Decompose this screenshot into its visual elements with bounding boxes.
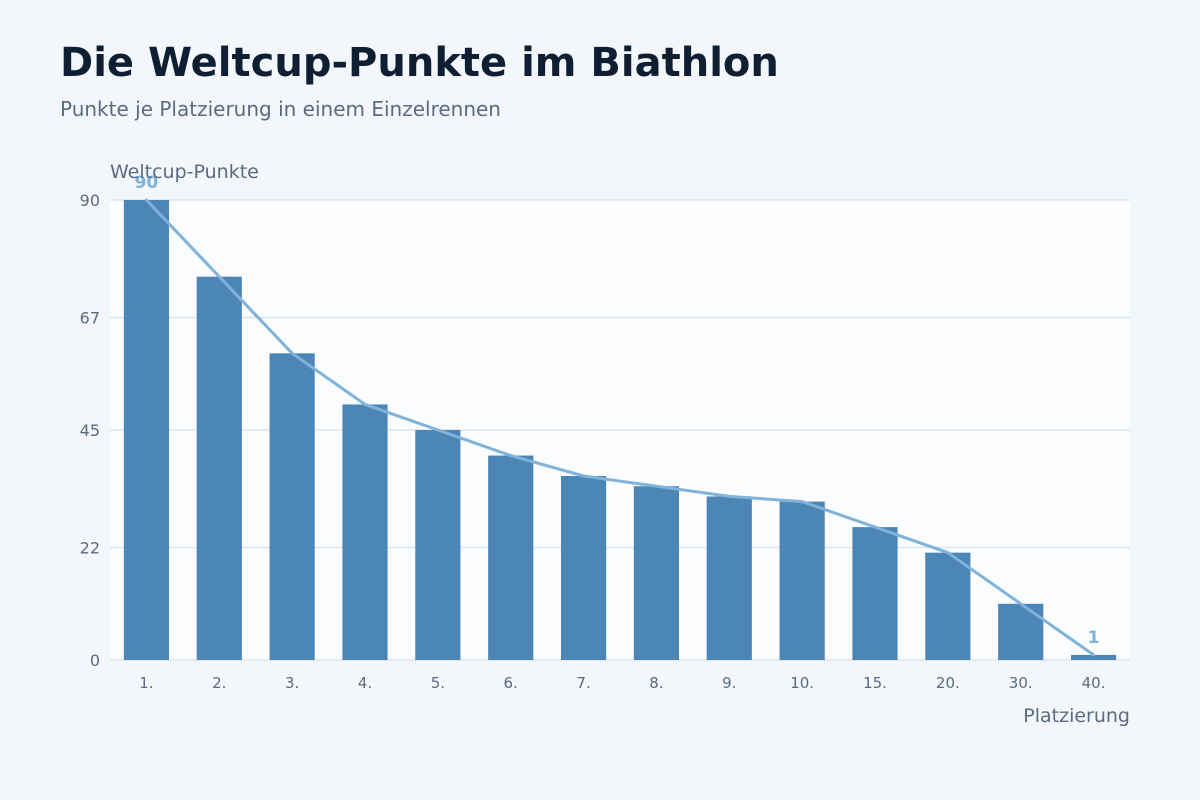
bar [196, 276, 242, 660]
bar [925, 552, 971, 660]
bar [123, 200, 170, 660]
x-tick-label: 6. [504, 674, 518, 692]
x-tick-label: 4. [358, 674, 372, 692]
x-tick-label: 20. [936, 674, 960, 692]
x-tick-label: 3. [285, 674, 299, 692]
chart-subtitle: Punkte je Platzierung in einem Einzelren… [60, 97, 501, 121]
category-labels: 1. 2. 3. 4. 5. 6. 7. 8. 9. 10. 15. 20. 30. 40. [139, 674, 1105, 692]
x-tick-label: 15. [863, 674, 887, 692]
x-tick-label: 1. [139, 674, 153, 692]
bar [1070, 654, 1117, 660]
trend-line [144, 198, 1096, 657]
x-axis-title: Platzierung [1023, 705, 1130, 727]
x-tick-label: 7. [576, 674, 590, 692]
bars [123, 200, 1117, 660]
x-tick-label: 40. [1082, 674, 1106, 692]
y-tick-label: 22 [80, 539, 100, 558]
bar [342, 404, 388, 660]
bar [415, 430, 461, 660]
bar [560, 476, 607, 660]
x-tick-label: 8. [649, 674, 663, 692]
data-labels: 90 1 [135, 173, 1100, 648]
y-tick-label: 45 [80, 421, 100, 440]
y-tick-label: 67 [80, 309, 100, 328]
x-tick-label: 5. [431, 674, 445, 692]
bar [706, 496, 752, 660]
y-tick-labels: 0 22 45 67 90 [80, 191, 100, 670]
bar [779, 501, 825, 660]
y-axis-title: Weltcup-Punkte [110, 161, 259, 183]
bar [488, 455, 534, 660]
bar [269, 353, 315, 660]
bar [852, 527, 898, 660]
chart-title: Die Weltcup-Punkte im Biathlon [60, 40, 779, 86]
y-tick-label: 90 [80, 191, 100, 210]
trend-line-group [144, 198, 1096, 657]
y-tick-label: 0 [90, 651, 100, 670]
x-tick-label: 30. [1009, 674, 1033, 692]
data-label: 1 [1088, 628, 1100, 648]
data-label: 90 [135, 173, 159, 193]
bar [998, 603, 1044, 660]
bar [633, 486, 680, 660]
x-tick-label: 9. [722, 674, 736, 692]
x-tick-label: 2. [212, 674, 226, 692]
x-tick-label: 10. [790, 674, 814, 692]
